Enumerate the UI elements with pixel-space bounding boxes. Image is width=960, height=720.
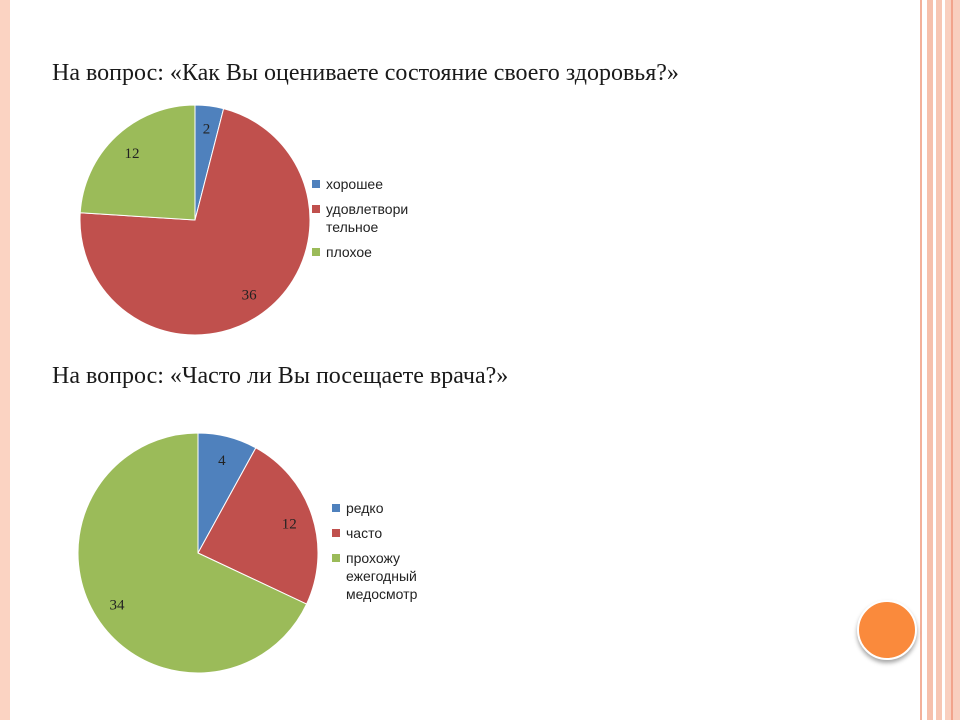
- right-frame-stripe: [951, 0, 953, 720]
- legend-2-item-1: редко: [332, 499, 452, 517]
- health-pie-chart: 2 36 12: [79, 104, 311, 336]
- doctor-visits-legend: редко часто прохожу ежегодный медосмотр: [332, 499, 452, 610]
- legend-2-item-2: часто: [332, 524, 452, 542]
- legend-swatch: [332, 529, 340, 537]
- pie-2-data-label-2: 12: [282, 516, 297, 532]
- legend-swatch: [332, 554, 340, 562]
- chart-1-title: На вопрос: «Как Вы оцениваете состояние …: [52, 60, 679, 86]
- legend-label: часто: [346, 525, 383, 541]
- legend-1-item-1: хорошее: [312, 175, 432, 193]
- legend-label: прохожу ежегодный медосмотр: [346, 550, 418, 602]
- pie-1-data-label-1: 2: [203, 122, 211, 138]
- legend-label: плохое: [326, 244, 372, 260]
- left-frame-stripe: [0, 0, 10, 720]
- legend-label: удовлетвори тельное: [326, 201, 409, 235]
- pie-2-slice-3: [77, 432, 308, 674]
- pie-1-slice-3: [79, 104, 196, 221]
- legend-swatch: [332, 504, 340, 512]
- chart-2-title: На вопрос: «Часто ли Вы посещаете врача?…: [52, 363, 509, 389]
- pie-1-data-label-3: 12: [125, 146, 140, 162]
- legend-label: редко: [346, 500, 384, 516]
- legend-label: хорошее: [326, 176, 384, 192]
- legend-swatch: [312, 248, 320, 256]
- legend-swatch: [312, 180, 320, 188]
- doctor-visits-pie-chart: 4 12 34: [77, 432, 319, 674]
- health-legend: хорошее удовлетвори тельное плохое: [312, 175, 432, 268]
- pie-2-slice-2: [197, 447, 319, 605]
- navigation-dot[interactable]: [857, 600, 917, 660]
- legend-1-item-3: плохое: [312, 243, 432, 261]
- right-frame-line: [920, 0, 922, 720]
- pie-2-data-label-3: 34: [109, 597, 125, 613]
- legend-2-item-3: прохожу ежегодный медосмотр: [332, 549, 452, 603]
- legend-swatch: [312, 205, 320, 213]
- right-frame-stripe: [936, 0, 942, 720]
- pie-1-data-label-2: 36: [242, 287, 257, 303]
- legend-1-item-2: удовлетвори тельное: [312, 200, 432, 236]
- pie-1-slice-2: [79, 108, 311, 336]
- right-frame-stripe: [927, 0, 933, 720]
- pie-2-data-label-1: 4: [218, 453, 226, 469]
